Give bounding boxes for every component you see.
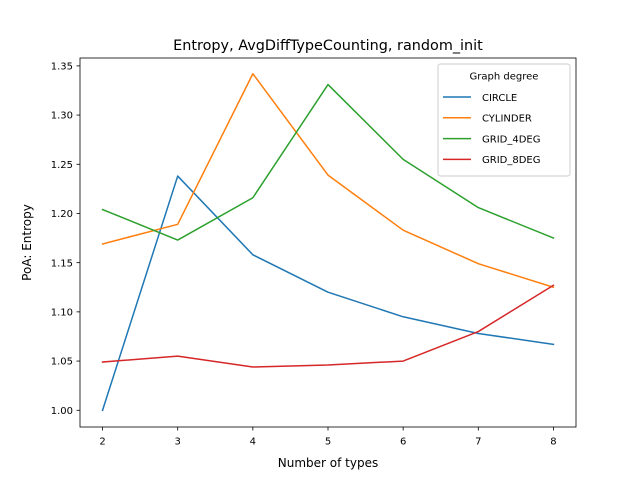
x-tick-label: 8 [550, 437, 556, 448]
x-tick-label: 7 [475, 437, 481, 448]
legend-label-circle: CIRCLE [482, 93, 517, 104]
x-tick-label: 2 [99, 437, 105, 448]
legend-label-grid-4deg: GRID_4DEG [482, 134, 540, 145]
series-line-grid-8deg [101, 284, 555, 368]
x-axis-label: Number of types [278, 456, 378, 470]
x-tick-label: 4 [250, 437, 256, 448]
y-tick-label: 1.20 [51, 209, 73, 220]
x-tick-label: 6 [400, 437, 406, 448]
y-tick-label: 1.05 [51, 357, 73, 368]
series-line-cylinder [101, 72, 555, 289]
legend-label-cylinder: CYLINDER [482, 114, 532, 125]
series-line-grid-4deg [101, 83, 555, 241]
y-tick-label: 1.00 [51, 406, 73, 417]
series-line-circle [101, 175, 555, 412]
x-tick-label: 5 [325, 437, 331, 448]
y-axis-label: PoA: Entropy [20, 204, 34, 281]
legend: Graph degree CIRCLE CYLINDER GRID_4DEG GRID_… [437, 63, 571, 177]
x-tick-label: 3 [175, 437, 181, 448]
legend-label-grid-8deg: GRID_8DEG [482, 155, 540, 166]
legend-box [437, 63, 571, 177]
x-axis: 2 3 4 5 6 7 8 [99, 427, 557, 448]
legend-title: Graph degree [470, 72, 539, 83]
y-tick-label: 1.10 [51, 307, 73, 318]
y-tick-label: 1.30 [51, 111, 73, 122]
y-tick-label: 1.35 [51, 61, 73, 72]
y-axis: 1.00 1.05 1.10 1.15 1.20 1.25 1.30 1.35 [51, 61, 80, 417]
y-tick-label: 1.15 [51, 258, 73, 269]
plot-area [101, 72, 555, 412]
y-tick-label: 1.25 [51, 160, 73, 171]
chart-title: Entropy, AvgDiffTypeCounting, random_ini… [173, 38, 483, 54]
